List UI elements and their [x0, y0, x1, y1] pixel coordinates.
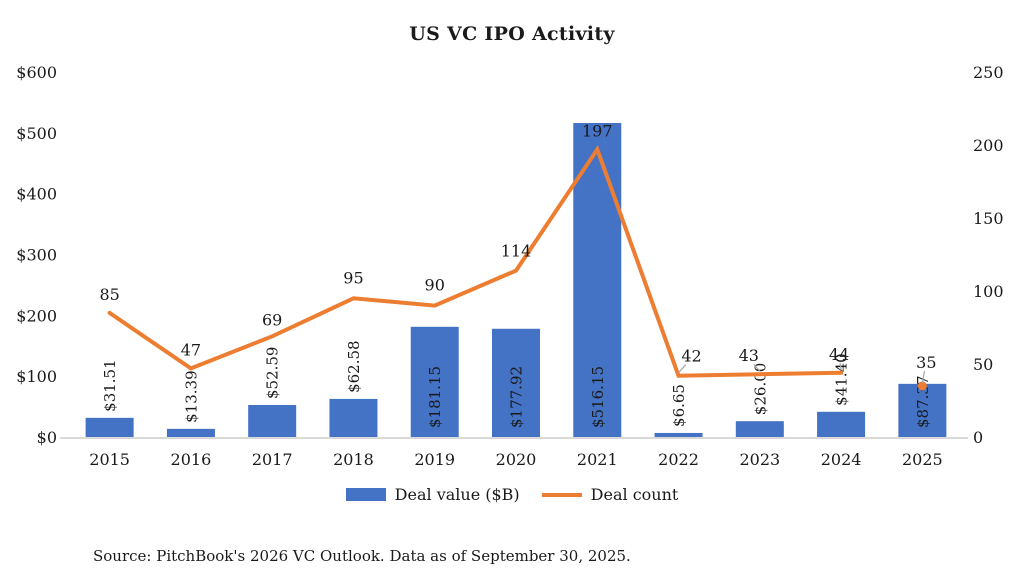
- right-axis-tick-0: 250: [973, 63, 1004, 82]
- chart-title: US VC IPO Activity: [409, 23, 615, 45]
- x-axis-label-2018: 2018: [333, 450, 374, 469]
- count-leader-2024: [839, 362, 842, 370]
- bar-2016: [166, 428, 215, 437]
- count-label-2022: 42: [681, 347, 701, 366]
- legend: Deal value ($B) Deal count: [0, 485, 1024, 504]
- x-axis-label-2019: 2019: [414, 450, 455, 469]
- legend-item-deal-count: Deal count: [541, 485, 679, 504]
- count-label-2018: 95: [343, 268, 363, 287]
- count-label-2015: 85: [99, 285, 119, 304]
- count-label-2024: 44: [829, 345, 849, 364]
- left-axis-tick-2: $400: [16, 185, 57, 204]
- bar-label-2015: $31.51: [101, 359, 119, 412]
- x-axis-label-2015: 2015: [89, 450, 130, 469]
- bar-2015: [85, 417, 134, 437]
- x-axis-label-2020: 2020: [496, 450, 537, 469]
- count-label-2021: 197: [582, 121, 613, 140]
- deal-count-marker-2025: [917, 381, 927, 391]
- legend-label-deal-value: Deal value ($B): [394, 485, 520, 504]
- deal-count-line: [107, 144, 844, 378]
- bar-2017: [248, 405, 297, 437]
- bar-2023: [735, 421, 784, 437]
- left-axis-tick-5: $100: [16, 367, 57, 386]
- chart-canvas: $600 $500 $400 $300 $200 $100 $0 250 200 150 100 50…: [16, 63, 1004, 469]
- bar-label-2022: $6.65: [670, 384, 688, 427]
- x-axis-label-2016: 2016: [171, 450, 212, 469]
- bar-label-2021: $516.15: [589, 366, 607, 428]
- x-axis-label-2022: 2022: [658, 450, 699, 469]
- right-axis-tick-2: 150: [973, 209, 1004, 228]
- bar-2018: [329, 398, 378, 437]
- bar-label-2024: $41.40: [833, 353, 851, 406]
- bar-label-2019: $181.15: [426, 366, 444, 428]
- right-axis-tick-5: 0: [973, 428, 983, 447]
- legend-label-deal-count: Deal count: [590, 485, 679, 504]
- right-axis-tick-4: 50: [973, 355, 993, 374]
- bar-2020: [492, 328, 540, 437]
- count-leader-2023: [753, 363, 761, 372]
- left-axis-tick-0: $600: [16, 63, 57, 82]
- bar-2024: [817, 411, 866, 437]
- bar-label-2017: $52.59: [264, 347, 282, 400]
- bar-label-2025: $87.37: [914, 376, 932, 429]
- x-axis-label-2021: 2021: [577, 450, 618, 469]
- legend-item-deal-value: Deal value ($B): [345, 485, 520, 504]
- bar-2019: [410, 326, 459, 437]
- bar-label-2023: $26.00: [751, 363, 769, 416]
- x-axis-label-2017: 2017: [252, 450, 293, 469]
- bar-label-2018: $62.58: [345, 340, 363, 393]
- bar-label-2020: $177.92: [508, 366, 526, 428]
- count-label-2025: 35: [916, 353, 936, 372]
- right-axis-tick-1: 200: [973, 136, 1004, 155]
- deal-count-swatch-icon: [541, 492, 582, 497]
- right-axis-tick-3: 100: [973, 282, 1004, 301]
- count-label-2019: 90: [425, 276, 445, 295]
- count-label-2023: 43: [739, 346, 759, 365]
- x-axis-label-2025: 2025: [902, 450, 943, 469]
- deal-value-swatch-icon: [345, 488, 386, 501]
- bar-2022: [654, 432, 703, 437]
- count-leader-2022: [678, 364, 687, 374]
- bar-label-2016: $13.39: [182, 370, 200, 423]
- left-axis-tick-1: $500: [16, 124, 57, 143]
- left-axis-tick-4: $200: [16, 306, 57, 325]
- source-note: Source: PitchBook's 2026 VC Outlook. Dat…: [93, 547, 631, 565]
- left-axis-tick-3: $300: [16, 246, 57, 265]
- count-leader-2025: [921, 370, 926, 384]
- bar-2025: [898, 383, 947, 437]
- left-axis-tick-6: $0: [37, 428, 57, 447]
- count-label-2017: 69: [262, 310, 282, 329]
- x-axis-label-2024: 2024: [821, 450, 862, 469]
- x-axis-label-2023: 2023: [739, 450, 780, 469]
- count-label-2020: 114: [501, 242, 532, 261]
- count-label-2016: 47: [181, 340, 201, 359]
